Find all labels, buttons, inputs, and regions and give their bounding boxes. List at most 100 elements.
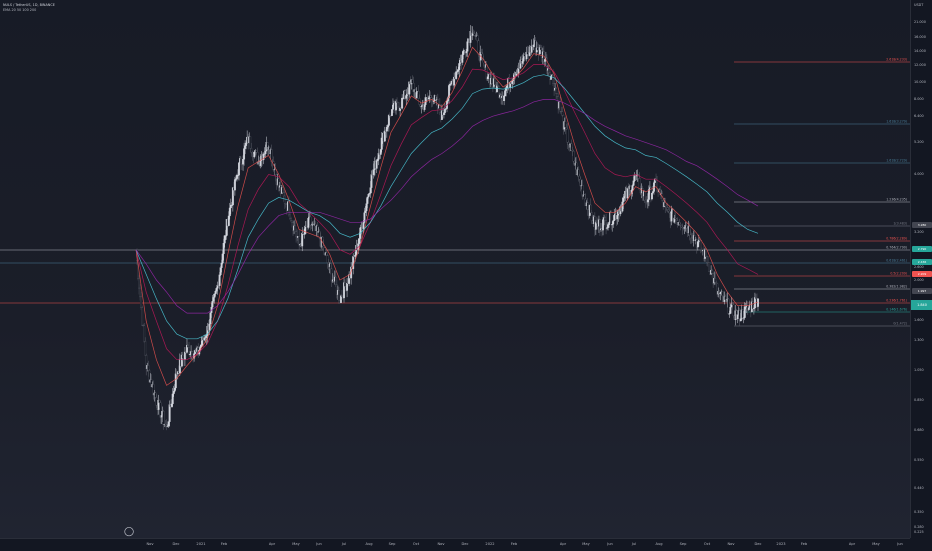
price-chart-svg[interactable] bbox=[0, 0, 910, 538]
candle-body[interactable] bbox=[522, 54, 525, 62]
candle-body[interactable] bbox=[736, 314, 739, 320]
candle-body[interactable] bbox=[240, 158, 242, 165]
candle-body[interactable] bbox=[727, 298, 730, 314]
candle-body[interactable] bbox=[638, 178, 641, 191]
candle-body[interactable] bbox=[187, 345, 189, 348]
candle-body[interactable] bbox=[372, 169, 375, 175]
candle-body[interactable] bbox=[688, 226, 691, 236]
candle-body[interactable] bbox=[140, 296, 143, 308]
candle-body[interactable] bbox=[556, 93, 559, 97]
candle-body[interactable] bbox=[711, 270, 714, 274]
candle-body[interactable] bbox=[334, 276, 337, 285]
candle-body[interactable] bbox=[387, 115, 390, 126]
candle-body[interactable] bbox=[171, 393, 174, 405]
candle-body[interactable] bbox=[181, 354, 184, 359]
candle-body[interactable] bbox=[397, 102, 400, 108]
candle-body[interactable] bbox=[223, 235, 226, 244]
candle-body[interactable] bbox=[172, 391, 175, 395]
candle-body[interactable] bbox=[721, 291, 724, 296]
candle-body[interactable] bbox=[644, 199, 647, 202]
candle-body[interactable] bbox=[147, 365, 150, 371]
candle-body[interactable] bbox=[369, 187, 372, 194]
candle-body[interactable] bbox=[152, 384, 155, 396]
candle-body[interactable] bbox=[290, 218, 292, 221]
candle-body[interactable] bbox=[539, 47, 542, 50]
candle-body[interactable] bbox=[282, 192, 285, 197]
candle-body[interactable] bbox=[329, 263, 332, 270]
candle-body[interactable] bbox=[751, 301, 754, 309]
candle-body[interactable] bbox=[160, 415, 163, 418]
candle-body[interactable] bbox=[209, 312, 212, 325]
candle-body[interactable] bbox=[589, 204, 592, 213]
candle-body[interactable] bbox=[173, 387, 176, 392]
candle-body[interactable] bbox=[455, 71, 458, 79]
candle-body[interactable] bbox=[412, 83, 415, 92]
candle-body[interactable] bbox=[504, 90, 507, 97]
candle-body[interactable] bbox=[731, 303, 734, 305]
candle-body[interactable] bbox=[244, 145, 247, 149]
candle-body[interactable] bbox=[449, 84, 452, 86]
candle-body[interactable] bbox=[714, 278, 717, 283]
candle-body[interactable] bbox=[405, 95, 408, 99]
candle-body[interactable] bbox=[429, 95, 432, 98]
candle-body[interactable] bbox=[288, 201, 290, 216]
candle-body[interactable] bbox=[543, 59, 546, 62]
candle-body[interactable] bbox=[616, 215, 619, 220]
ema-line[interactable] bbox=[135, 46, 759, 386]
candle-body[interactable] bbox=[383, 130, 386, 142]
candle-body[interactable] bbox=[144, 341, 147, 356]
candle-body[interactable] bbox=[633, 175, 636, 182]
candle-body[interactable] bbox=[678, 222, 681, 225]
time-axis[interactable]: Nov Dec 2021 Feb Apr May Jun Jul Aug Sep Oct Nov Dec… bbox=[0, 538, 910, 551]
candle-body[interactable] bbox=[555, 88, 558, 94]
candle-body[interactable] bbox=[552, 74, 554, 84]
candle-body[interactable] bbox=[231, 187, 234, 206]
candle-body[interactable] bbox=[566, 128, 569, 143]
candle-body[interactable] bbox=[493, 78, 496, 85]
candle-body[interactable] bbox=[466, 41, 469, 52]
candle-body[interactable] bbox=[465, 51, 468, 54]
candle-body[interactable] bbox=[346, 283, 349, 291]
indicator-legend[interactable]: EMA 20 50 100 200 bbox=[3, 8, 37, 12]
candle-body[interactable] bbox=[626, 187, 629, 199]
candle-body[interactable] bbox=[396, 101, 398, 103]
candle-body[interactable] bbox=[586, 202, 589, 210]
candle-body[interactable] bbox=[170, 403, 173, 407]
tradingview-logo-icon[interactable]: ◯ bbox=[124, 527, 135, 537]
candle-body[interactable] bbox=[366, 196, 369, 204]
candle-body[interactable] bbox=[417, 91, 420, 99]
candle-body[interactable] bbox=[530, 45, 533, 53]
candle-body[interactable] bbox=[162, 411, 165, 425]
candle-body[interactable] bbox=[283, 195, 286, 204]
candle-body[interactable] bbox=[298, 236, 301, 246]
candle-body[interactable] bbox=[696, 241, 699, 248]
candle-body[interactable] bbox=[604, 217, 606, 221]
candle-body[interactable] bbox=[612, 220, 615, 225]
candle-body[interactable] bbox=[401, 97, 404, 109]
candle-body[interactable] bbox=[229, 204, 232, 209]
candle-body[interactable] bbox=[608, 222, 611, 225]
candle-body[interactable] bbox=[577, 169, 580, 177]
candle-body[interactable] bbox=[448, 85, 450, 98]
candle-body[interactable] bbox=[567, 142, 570, 146]
candle-body[interactable] bbox=[325, 252, 328, 256]
candle-body[interactable] bbox=[322, 245, 325, 248]
candle-body[interactable] bbox=[715, 282, 718, 284]
candle-body[interactable] bbox=[222, 242, 225, 255]
candle-body[interactable] bbox=[705, 249, 707, 257]
candle-body[interactable] bbox=[154, 392, 157, 398]
candle-body[interactable] bbox=[367, 194, 370, 198]
candle-body[interactable] bbox=[365, 203, 368, 212]
candle-body[interactable] bbox=[376, 159, 379, 161]
candle-body[interactable] bbox=[708, 262, 711, 272]
ema-line[interactable] bbox=[135, 74, 759, 340]
candle-body[interactable] bbox=[243, 148, 246, 160]
candle-body[interactable] bbox=[666, 207, 669, 210]
candle-body[interactable] bbox=[155, 397, 158, 406]
candle-body[interactable] bbox=[590, 212, 593, 221]
candle-body[interactable] bbox=[741, 309, 744, 319]
candle-body[interactable] bbox=[570, 143, 573, 151]
candle-body[interactable] bbox=[646, 199, 649, 203]
candle-body[interactable] bbox=[251, 152, 254, 154]
